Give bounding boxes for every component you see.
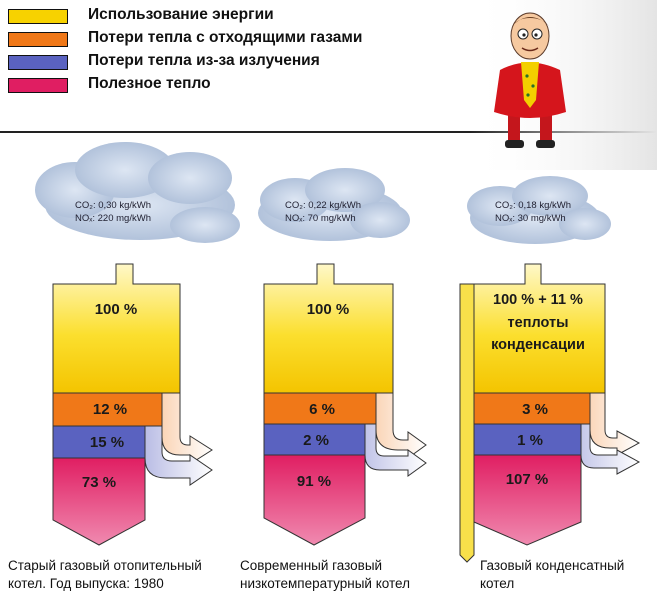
radiation-loss-block: [473, 423, 582, 456]
co2-label: CO₂: 0,30 kg/kWh: [75, 200, 151, 211]
header-divider: [0, 131, 657, 133]
caption-condensing-boiler: Газовый конденсатный котел: [480, 557, 624, 593]
co2-label: CO₂: 0,18 kg/kWh: [495, 200, 571, 211]
legend-swatch-magenta: [8, 78, 68, 93]
radiation-loss-block: [263, 423, 366, 456]
energy-use-block: [52, 263, 181, 394]
caption-line: низкотемпературный котел: [240, 576, 410, 591]
flue-gas-loss-block: [52, 392, 163, 427]
emission-cloud-modern-boiler: [258, 168, 410, 241]
radiation-loss-block: [52, 425, 146, 459]
legend-label: Полезное тепло: [88, 75, 211, 92]
legend-swatch-orange: [8, 32, 68, 47]
caption-line: Старый газовый отопительный: [8, 558, 202, 573]
caption-old-boiler: Старый газовый отопительный котел. Год в…: [8, 557, 202, 593]
co2-label: CO₂: 0,22 kg/kWh: [285, 200, 361, 211]
emission-cloud-condensing-boiler: [467, 176, 611, 244]
flue-gas-loss-block: [263, 392, 377, 425]
caption-line: Газовый конденсатный: [480, 558, 625, 573]
boiler-old: 100 % 12 % 15 % 73 %: [52, 263, 213, 546]
caption-modern-boiler: Современный газовый низкотемпературный к…: [240, 557, 410, 593]
nox-label: NOₓ: 70 mg/kWh: [285, 213, 356, 224]
emission-cloud-old-boiler: [35, 142, 240, 243]
energy-use-value-line3: конденсации: [491, 337, 585, 353]
useful-heat-arrow: [263, 454, 366, 546]
flue-gas-loss-value: 3 %: [522, 401, 548, 418]
legend-label: Использование энергии: [88, 6, 274, 23]
energy-use-value-line2: теплоты: [508, 315, 569, 331]
energy-use-block: [263, 263, 394, 394]
condensation-heat-bar: [459, 283, 475, 563]
caption-line: котел. Год выпуска: 1980: [8, 576, 164, 591]
energy-use-value: 100 % + 11 %: [493, 292, 583, 308]
flue-gas-loss-block: [473, 392, 591, 425]
radiation-loss-value: 2 %: [303, 432, 329, 449]
caption-line: Современный газовый: [240, 558, 383, 573]
useful-heat-arrow: [473, 454, 582, 546]
radiation-loss-value: 1 %: [517, 432, 543, 449]
mascot-illustration: [494, 12, 566, 148]
boiler-condensing: 100 % + 11 % теплоты конденсации 3 % 1 %…: [459, 263, 641, 563]
legend-label: Потери тепла из-за излучения: [88, 52, 320, 69]
radiation-loss-value: 15 %: [90, 434, 124, 451]
legend-label: Потери тепла с отходящими газами: [88, 29, 363, 46]
useful-heat-arrow: [52, 457, 146, 546]
legend-swatch-yellow: [8, 9, 68, 24]
useful-heat-value: 73 %: [82, 474, 116, 491]
energy-use-value: 100 %: [95, 301, 138, 318]
boiler-modern: 100 % 6 % 2 % 91 %: [263, 263, 427, 546]
useful-heat-value: 107 %: [506, 471, 549, 488]
flue-gas-loss-value: 12 %: [93, 401, 127, 418]
nox-label: NOₓ: 30 mg/kWh: [495, 213, 566, 224]
energy-use-value: 100 %: [307, 301, 350, 318]
legend-swatch-blue: [8, 55, 68, 70]
nox-label: NOₓ: 220 mg/kWh: [75, 213, 151, 224]
caption-line: котел: [480, 576, 515, 591]
flue-gas-loss-value: 6 %: [309, 401, 335, 418]
useful-heat-value: 91 %: [297, 473, 331, 490]
